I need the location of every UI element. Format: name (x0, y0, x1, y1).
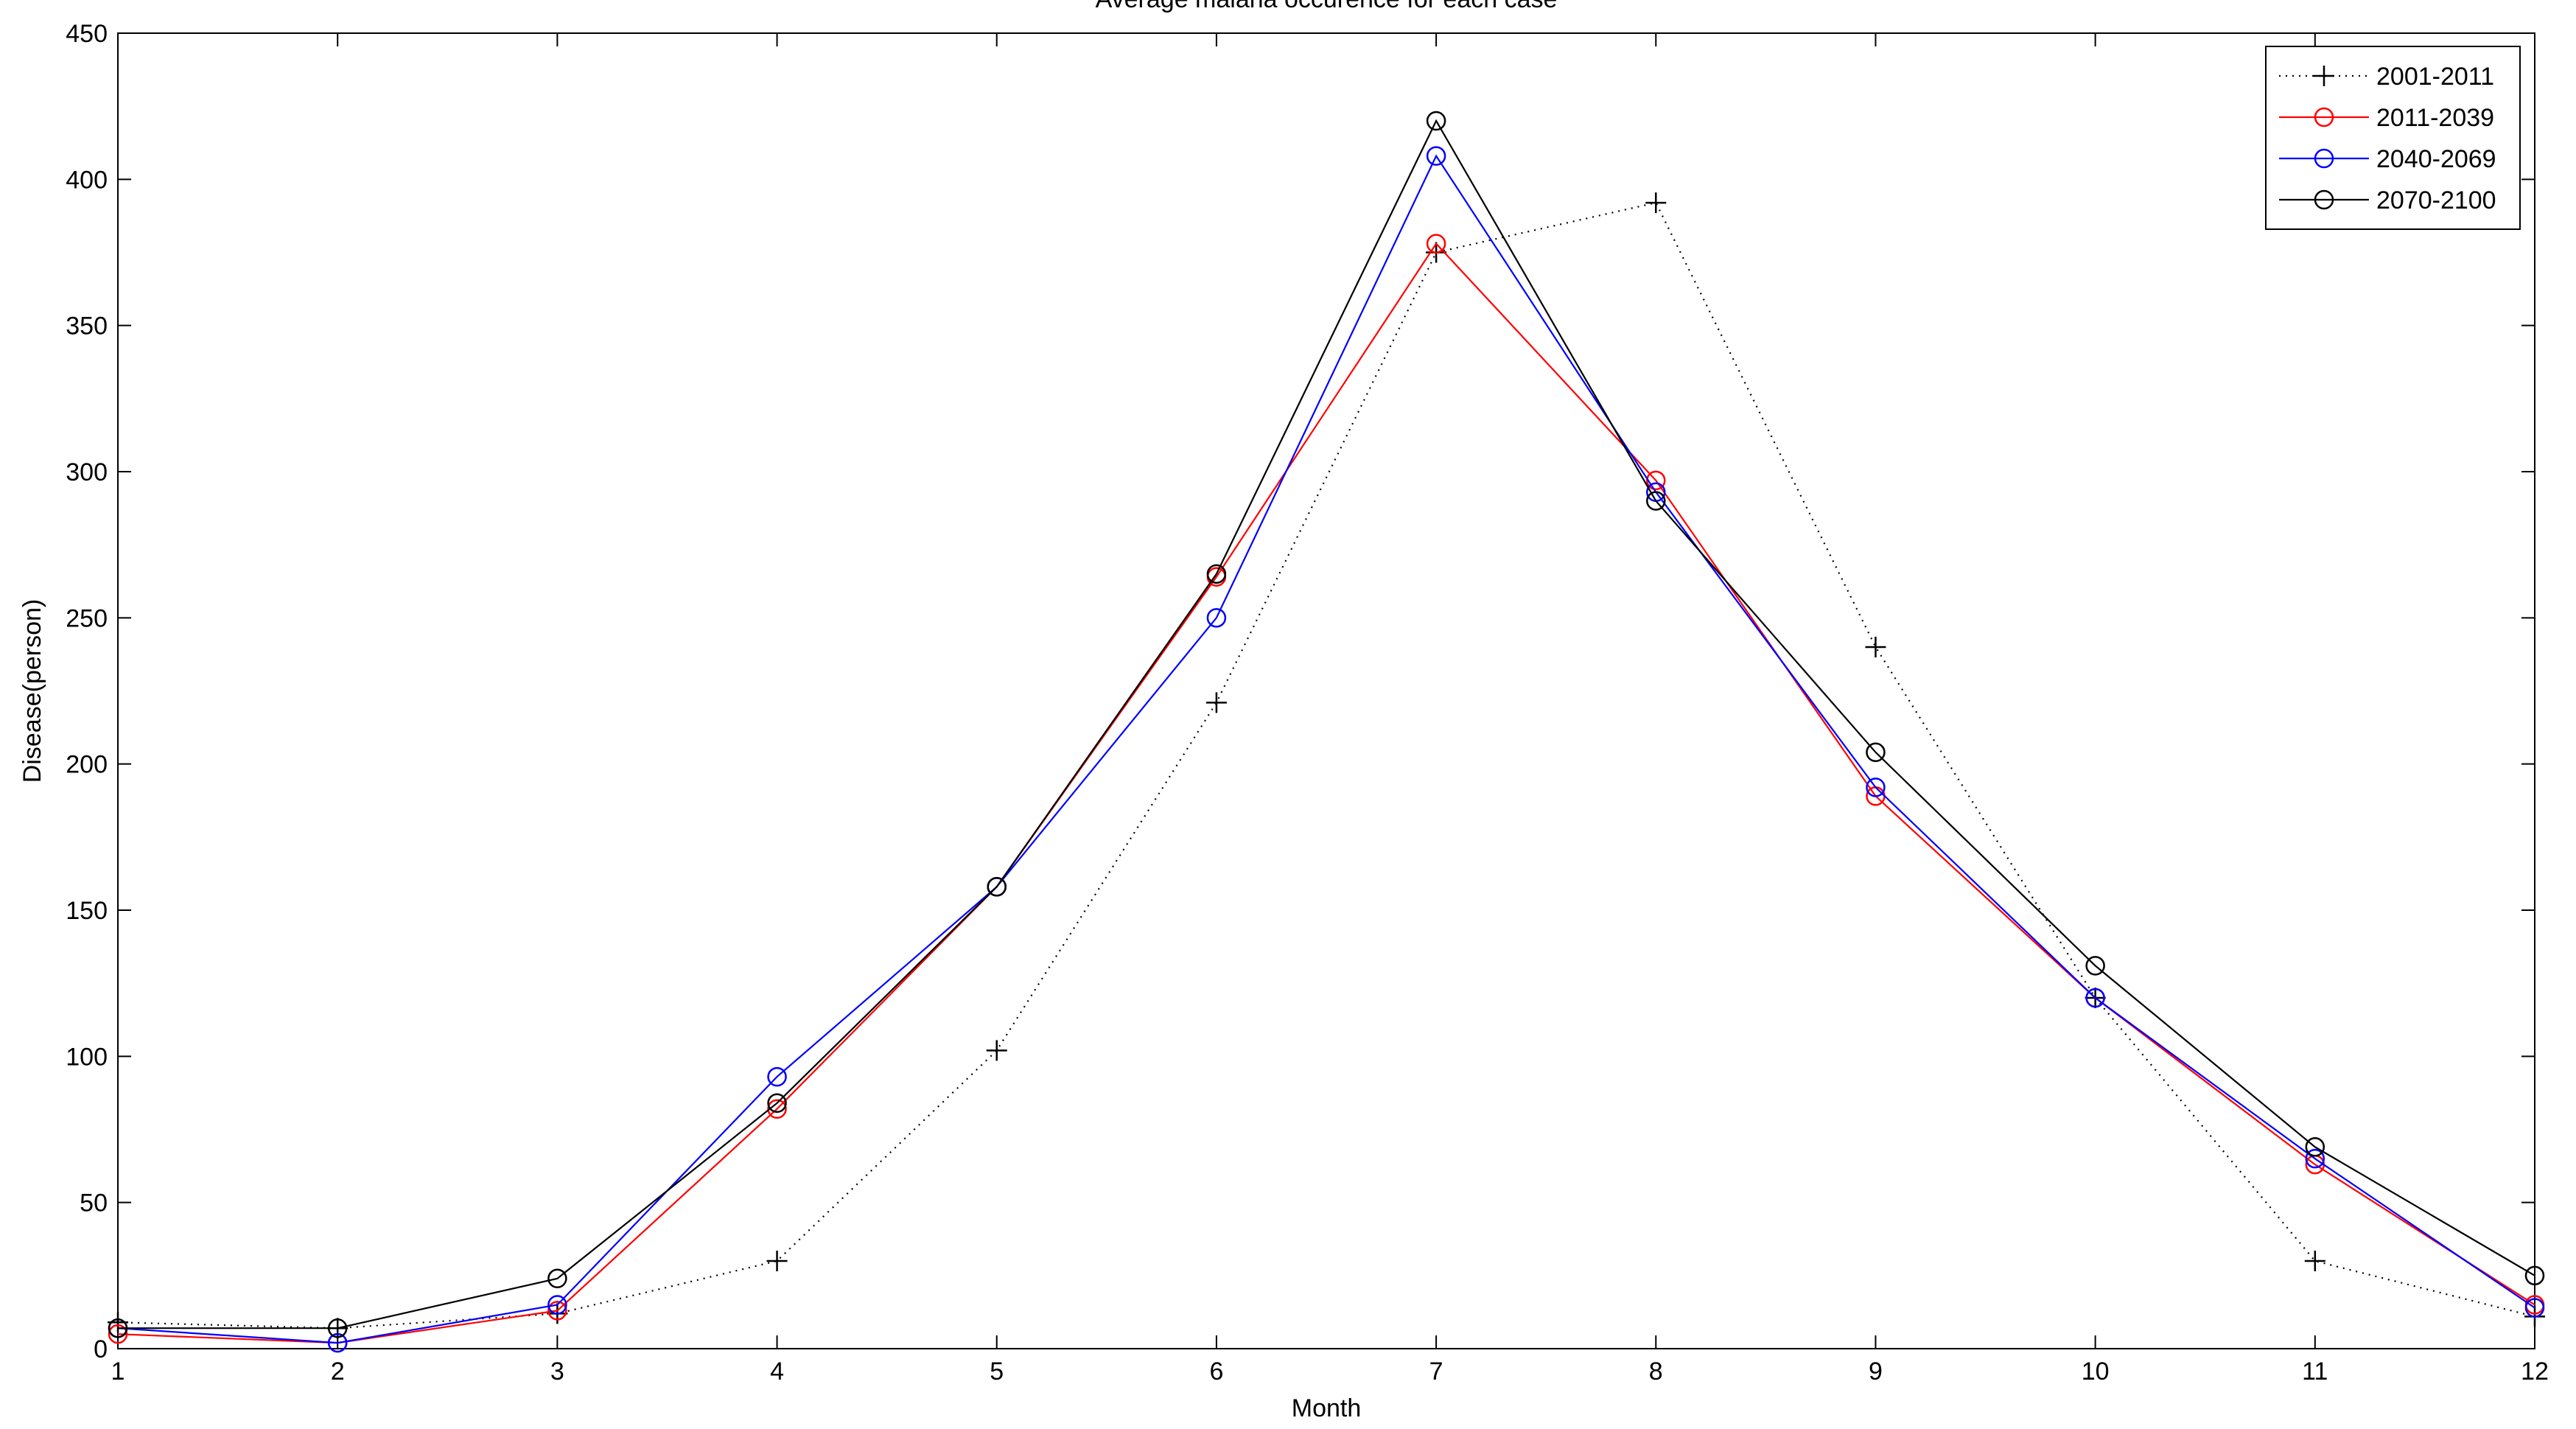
plot-frame (117, 32, 2535, 1349)
series-group (108, 111, 2545, 1353)
y-tick-label: 400 (66, 166, 108, 194)
data-point (1206, 564, 1227, 584)
legend-label: 2011-2039 (2376, 104, 2494, 132)
series-line (117, 154, 2535, 1344)
data-point (1866, 778, 1886, 797)
y-tick-label: 200 (66, 751, 108, 779)
y-tick-label: 100 (66, 1043, 108, 1071)
data-point (2305, 1137, 2325, 1157)
data-point (2524, 1265, 2545, 1286)
data-point (2085, 956, 2105, 976)
legend: 2001-2011 2011-2039 2040-2069 2070-2100 (2265, 46, 2521, 230)
legend-marker (2314, 148, 2334, 169)
y-tick-label: 50 (80, 1189, 108, 1217)
data-point (1426, 146, 1446, 166)
data-point (2524, 1298, 2545, 1318)
legend-marker (2314, 107, 2334, 127)
series-line (118, 119, 2535, 1330)
data-point (1866, 742, 1886, 763)
legend-marker (2314, 189, 2334, 210)
data-point (1645, 192, 1667, 214)
legend-label: 2070-2100 (2376, 186, 2496, 214)
data-point (2305, 1148, 2325, 1169)
x-tick-label: 1 (111, 1358, 125, 1386)
legend-box (2265, 46, 2521, 230)
y-tick-label: 0 (94, 1335, 108, 1363)
legend-marker (2314, 66, 2334, 86)
data-point (108, 1324, 128, 1344)
x-tick-label: 11 (2302, 1358, 2328, 1386)
x-tick-label: 5 (990, 1358, 1004, 1386)
data-point (108, 1318, 128, 1338)
x-tick-label: 12 (2521, 1358, 2549, 1386)
y-tick-label: 300 (66, 458, 108, 486)
data-point (1206, 608, 1227, 628)
data-point (767, 1093, 787, 1114)
x-tick-label: 2 (331, 1358, 345, 1386)
data-point (547, 1295, 567, 1315)
x-tick-label: 7 (1429, 1358, 1443, 1386)
data-point (2304, 1251, 2325, 1271)
data-point (1205, 692, 1227, 713)
series-2070-2100 (108, 111, 2545, 1338)
data-point (327, 1318, 348, 1338)
data-point (1426, 111, 1446, 131)
data-point (327, 1332, 348, 1353)
x-axis-title: Month (1292, 1394, 1362, 1422)
data-point (1426, 234, 1446, 254)
data-point (766, 1251, 788, 1271)
x-tick-label: 4 (770, 1358, 784, 1386)
data-point (987, 877, 1007, 897)
legend-label: 2001-2011 (2376, 63, 2494, 91)
x-tick-label: 3 (550, 1358, 564, 1386)
legend-label: 2040-2069 (2376, 145, 2496, 173)
y-tick-label: 350 (66, 312, 108, 340)
x-tick-label: 8 (1649, 1358, 1663, 1386)
chart-title: Average malaria occurence for each case (1096, 0, 1558, 13)
x-tick-label: 6 (1209, 1358, 1223, 1386)
data-point (547, 1301, 567, 1321)
series-line (117, 201, 2535, 1330)
data-point (1646, 491, 1666, 511)
data-point (1865, 637, 1886, 657)
data-point (767, 1066, 787, 1087)
y-tick-label: 450 (66, 20, 108, 48)
axes: 1 2 3 4 5 6 7 8 9 10 11 120501001502002503003504004… (66, 20, 2549, 1386)
data-point (1646, 470, 1666, 491)
data-point (767, 1099, 787, 1119)
y-axis-title: Disease(person) (18, 599, 46, 783)
data-point (986, 1040, 1007, 1061)
data-point (2085, 988, 2105, 1008)
x-tick-label: 9 (1869, 1358, 1883, 1386)
y-tick-label: 150 (66, 897, 108, 925)
x-tick-label: 10 (2082, 1358, 2110, 1386)
data-point (547, 1268, 567, 1289)
y-tick-label: 250 (66, 604, 108, 632)
